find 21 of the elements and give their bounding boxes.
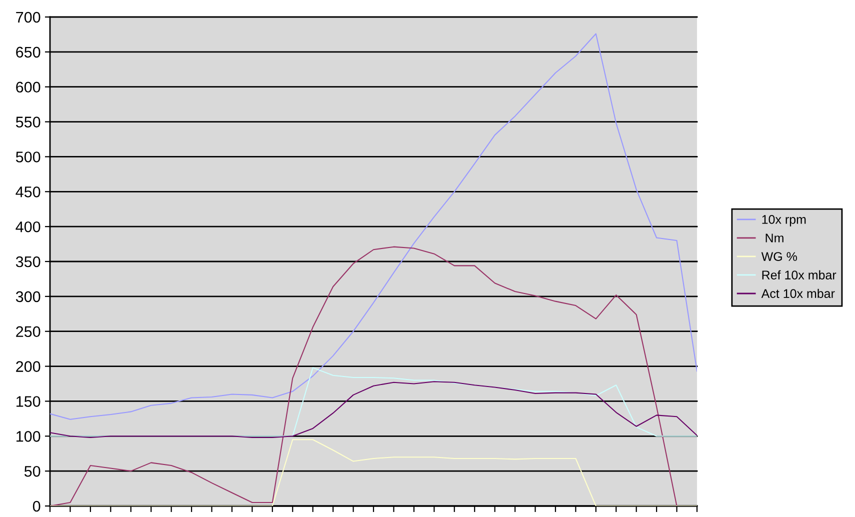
y-tick-label: 300 [16,291,40,302]
y-tick-label: 650 [16,46,40,58]
y-tick-label: 550 [16,116,40,128]
legend-label: WG % [761,252,797,261]
y-tick-label: 350 [16,256,40,268]
legend-label: Act 10x mbar [761,288,835,298]
y-tick-label: 500 [16,152,40,162]
y-tick-label: 100 [16,431,40,442]
y-tick-label: 50 [24,466,40,477]
y-tick-label: 400 [16,221,40,232]
y-tick-label: 250 [16,326,40,338]
line-series [50,246,678,506]
legend-label: Ref 10x mbar [762,270,836,280]
y-tick-label: 0 [32,500,40,512]
legend-label: 10x rpm [762,215,806,226]
y-tick-label: 600 [16,82,40,93]
y-tick-label: 700 [16,12,40,23]
y-tick-label: 450 [16,186,40,198]
legend-label: Nm [766,234,784,242]
y-tick-label: 200 [16,361,40,372]
y-tick-label: 150 [16,396,40,407]
